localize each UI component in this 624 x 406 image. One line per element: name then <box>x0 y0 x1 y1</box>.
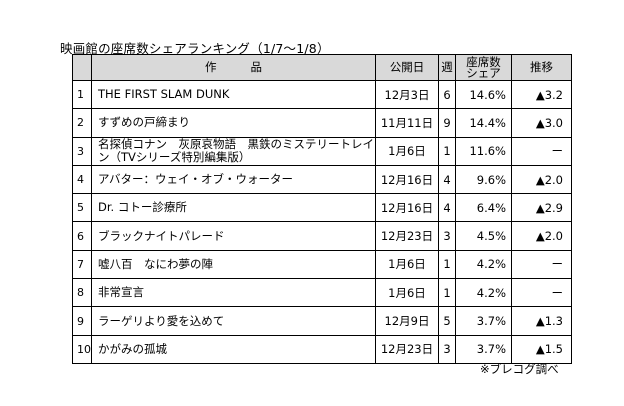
share-cell: 3.7% <box>455 306 512 336</box>
table-row: 1 THE FIRST SLAM DUNK 12月3日 6 14.6% ▲3.2 <box>72 79 572 110</box>
trend-cell: ー <box>511 278 572 308</box>
trend-cell: ▲3.2 <box>511 79 572 110</box>
release-date-cell: 1月6日 <box>375 278 439 308</box>
film-title-cell: 非常宣言 <box>91 278 376 308</box>
rank-cell: 10 <box>72 334 92 364</box>
trend-cell: ▲3.0 <box>511 108 572 138</box>
table-row: 2 すずめの戸締まり 11月11日 9 14.4% ▲3.0 <box>72 108 572 138</box>
weeks-cell: 5 <box>438 306 456 336</box>
release-date-cell: 12月16日 <box>375 193 439 223</box>
table-row: 3 名探偵コナン 灰原哀物語 黒鉄のミステリートレイン（TVシリーズ特別編集版）… <box>72 136 572 166</box>
share-cell: 4.2% <box>455 278 512 308</box>
release-date-cell: 12月23日 <box>375 221 439 251</box>
weeks-cell: 1 <box>438 278 456 308</box>
trend-cell: ▲1.3 <box>511 306 572 336</box>
rank-cell: 4 <box>72 164 92 195</box>
ranking-table: 作品 公開日 週 座席数 シェア 推移 1 THE FIRST SLAM DUNK… <box>72 54 572 364</box>
film-title-cell: THE FIRST SLAM DUNK <box>91 79 376 110</box>
header-rank <box>72 54 92 81</box>
film-title-cell: 嘘八百 なにわ夢の陣 <box>91 249 376 280</box>
release-date-cell: 12月23日 <box>375 334 439 364</box>
table-row: 6 ブラックナイトパレード 12月23日 3 4.5% ▲2.0 <box>72 221 572 251</box>
rank-cell: 6 <box>72 221 92 251</box>
table-row: 7 嘘八百 なにわ夢の陣 1月6日 1 4.2% ー <box>72 249 572 280</box>
table-row: 9 ラーゲリより愛を込めて 12月9日 5 3.7% ▲1.3 <box>72 306 572 336</box>
release-date-cell: 1月6日 <box>375 136 439 166</box>
film-title-cell: Dr. コトー診療所 <box>91 193 376 223</box>
source-footnote: ※ブレコグ調べ <box>480 362 559 376</box>
header-share-line2: シェア <box>466 65 501 80</box>
rank-cell: 5 <box>72 193 92 223</box>
weeks-cell: 6 <box>438 79 456 110</box>
share-cell: 9.6% <box>455 164 512 195</box>
header-title: 作品 <box>91 54 376 81</box>
film-title-cell: すずめの戸締まり <box>91 108 376 138</box>
trend-cell: ▲2.0 <box>511 164 572 195</box>
header-trend: 推移 <box>511 54 572 81</box>
release-date-cell: 11月11日 <box>375 108 439 138</box>
table-row: 8 非常宣言 1月6日 1 4.2% ー <box>72 278 572 308</box>
release-date-cell: 12月3日 <box>375 79 439 110</box>
header-share-line1: 座席数 <box>466 54 501 69</box>
trend-cell: ▲1.5 <box>511 334 572 364</box>
header-seat-share: 座席数 シェア <box>455 54 512 81</box>
film-title-cell: ラーゲリより愛を込めて <box>91 306 376 336</box>
trend-cell: ー <box>511 136 572 166</box>
table-row: 10 かがみの孤城 12月23日 3 3.7% ▲1.5 <box>72 334 572 364</box>
rank-cell: 8 <box>72 278 92 308</box>
weeks-cell: 4 <box>438 193 456 223</box>
table-row: 4 アバター：ウェイ・オブ・ウォーター 12月16日 4 9.6% ▲2.0 <box>72 164 572 195</box>
share-cell: 11.6% <box>455 136 512 166</box>
rank-cell: 1 <box>72 79 92 110</box>
weeks-cell: 9 <box>438 108 456 138</box>
share-cell: 6.4% <box>455 193 512 223</box>
film-title-cell: かがみの孤城 <box>91 334 376 364</box>
rank-cell: 2 <box>72 108 92 138</box>
weeks-cell: 3 <box>438 334 456 364</box>
share-cell: 14.6% <box>455 79 512 110</box>
rank-cell: 9 <box>72 306 92 336</box>
weeks-cell: 4 <box>438 164 456 195</box>
trend-cell: ー <box>511 249 572 280</box>
weeks-cell: 3 <box>438 221 456 251</box>
trend-cell: ▲2.0 <box>511 221 572 251</box>
header-title-right: 品 <box>250 60 263 74</box>
film-title-cell: ブラックナイトパレード <box>91 221 376 251</box>
header-weeks: 週 <box>438 54 456 81</box>
film-title-cell: アバター：ウェイ・オブ・ウォーター <box>91 164 376 195</box>
weeks-cell: 1 <box>438 249 456 280</box>
release-date-cell: 1月6日 <box>375 249 439 280</box>
table-row: 5 Dr. コトー診療所 12月16日 4 6.4% ▲2.9 <box>72 193 572 223</box>
weeks-cell: 1 <box>438 136 456 166</box>
share-cell: 14.4% <box>455 108 512 138</box>
rank-cell: 3 <box>72 136 92 166</box>
share-cell: 3.7% <box>455 334 512 364</box>
share-cell: 4.2% <box>455 249 512 280</box>
header-title-left: 作 <box>205 60 217 74</box>
film-title-cell: 名探偵コナン 灰原哀物語 黒鉄のミステリートレイン（TVシリーズ特別編集版） <box>91 136 376 166</box>
trend-cell: ▲2.9 <box>511 193 572 223</box>
table-title: 映画館の座席数シェアランキング（1/7～1/8） <box>60 41 330 56</box>
release-date-cell: 12月9日 <box>375 306 439 336</box>
header-release-date: 公開日 <box>375 54 439 81</box>
header-row: 作品 公開日 週 座席数 シェア 推移 <box>72 54 572 81</box>
rank-cell: 7 <box>72 249 92 280</box>
release-date-cell: 12月16日 <box>375 164 439 195</box>
share-cell: 4.5% <box>455 221 512 251</box>
